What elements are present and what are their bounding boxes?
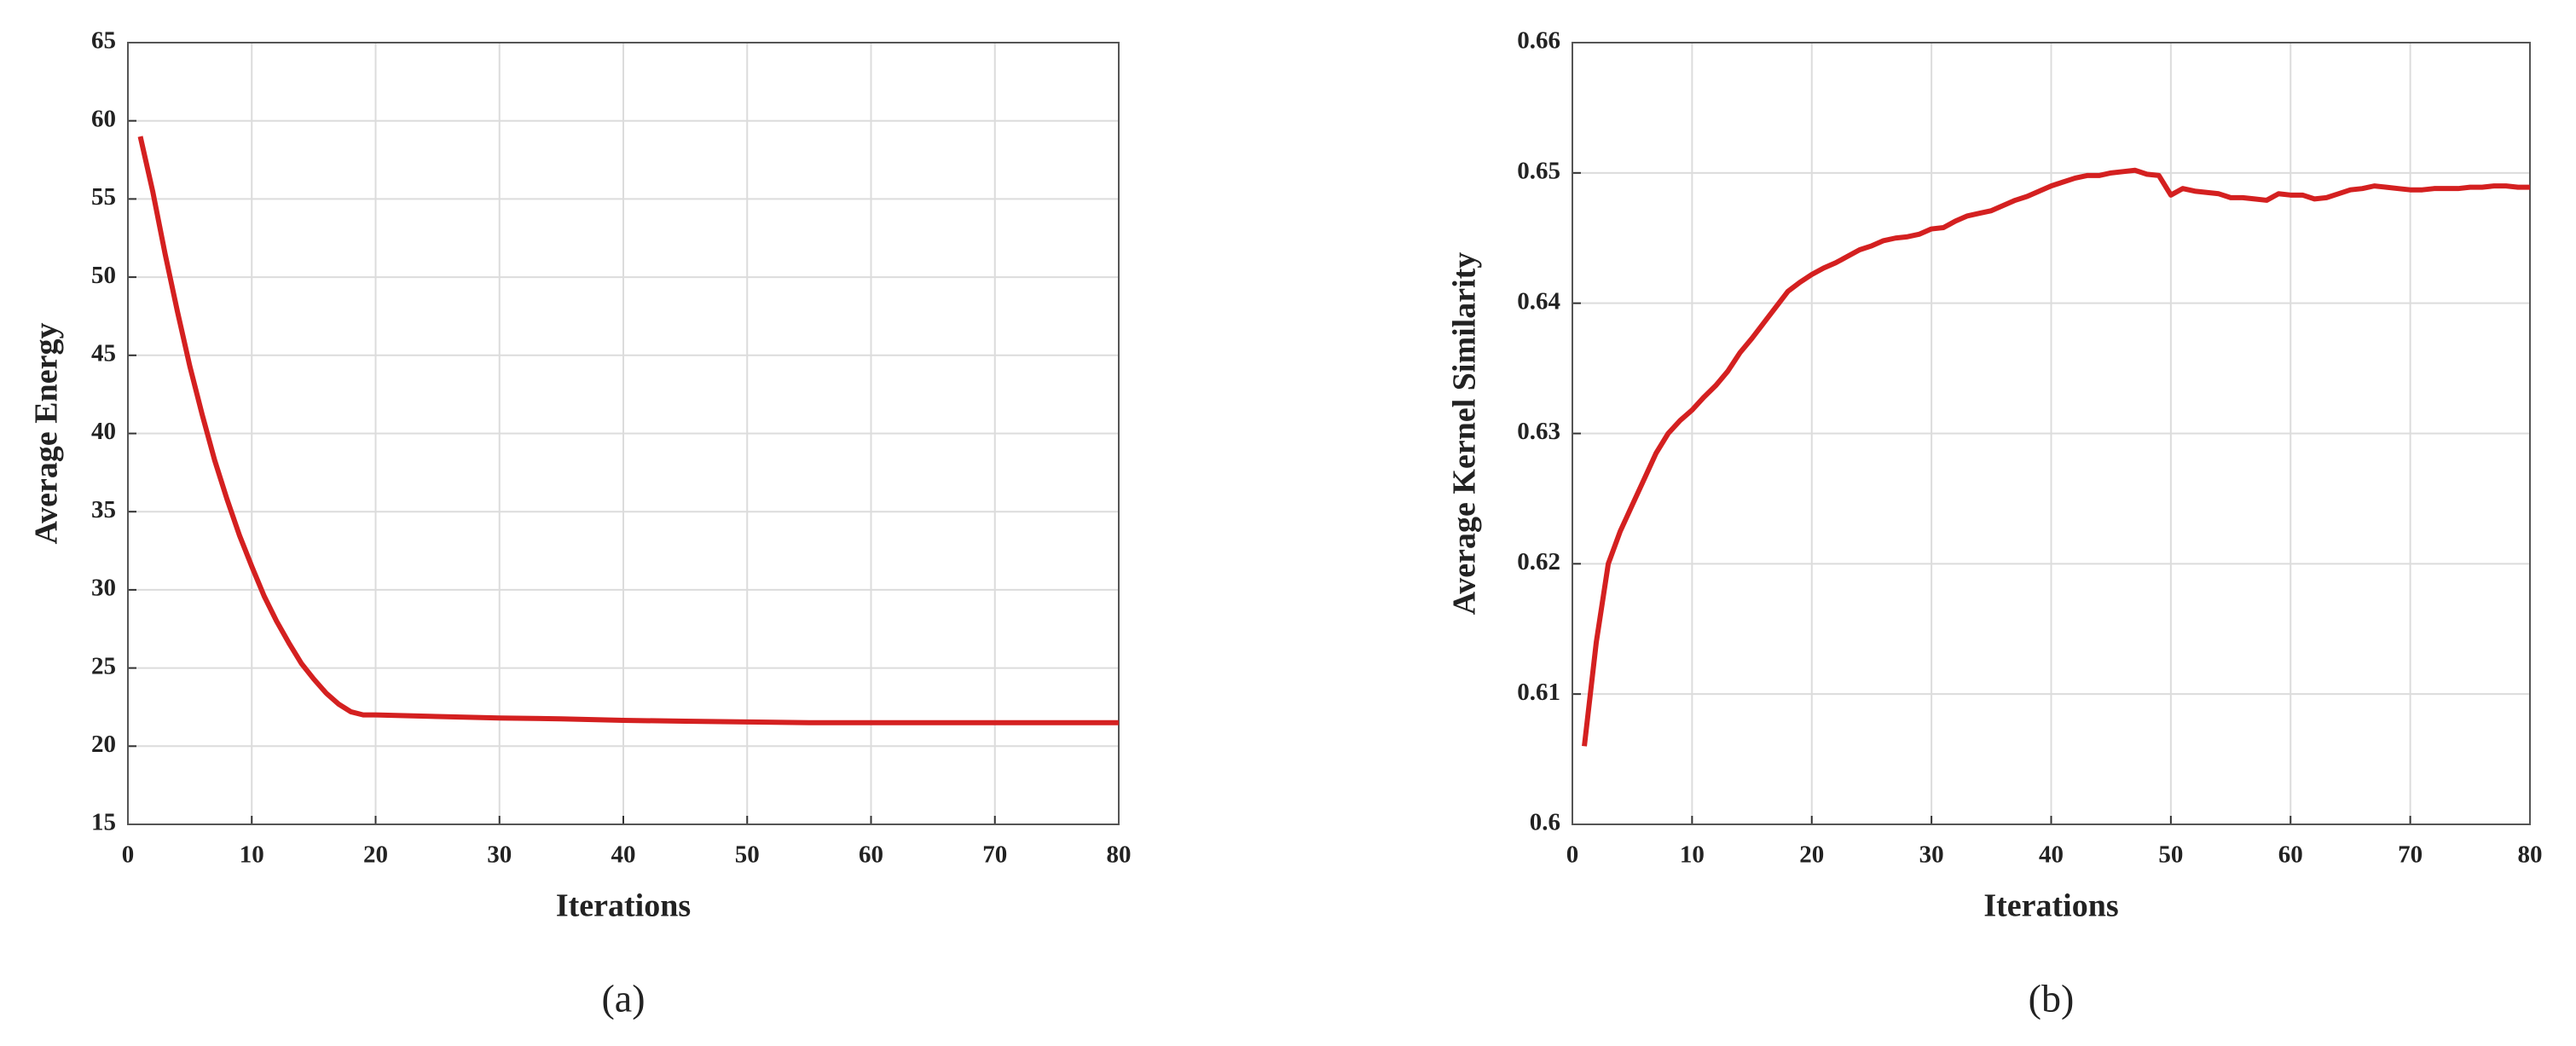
data-line xyxy=(1582,167,2530,747)
y-tick-label: 0.62 xyxy=(1517,548,1560,575)
x-tick-label: 30 xyxy=(1919,841,1944,869)
x-axis-label: Iterations xyxy=(556,888,691,924)
x-tick-label: 40 xyxy=(611,841,636,869)
x-tick-label: 10 xyxy=(240,841,264,869)
y-tick-label: 0.64 xyxy=(1517,287,1560,315)
x-tick-label: 50 xyxy=(2158,841,2183,869)
x-tick-label: 80 xyxy=(2518,841,2543,869)
x-axis-label: Iterations xyxy=(1983,888,2118,924)
x-tick-label: 70 xyxy=(982,841,1007,869)
y-axis-label: Average Kernel Similarity xyxy=(1447,252,1483,615)
subfigure-caption: (b) xyxy=(2029,977,2075,1020)
y-tick-label: 55 xyxy=(91,183,116,211)
y-tick-label: 15 xyxy=(91,809,116,836)
x-tick-label: 60 xyxy=(859,841,883,869)
y-tick-label: 50 xyxy=(91,262,116,289)
plot-frame xyxy=(1572,42,2531,825)
x-tick-label: 20 xyxy=(363,841,388,869)
y-tick-label: 30 xyxy=(91,575,116,602)
x-tick-label: 30 xyxy=(487,841,512,869)
x-tick-label: 70 xyxy=(2398,841,2423,869)
y-tick-label: 0.63 xyxy=(1517,418,1560,445)
x-tick-label: 80 xyxy=(1107,841,1132,869)
y-tick-label: 0.65 xyxy=(1517,157,1560,184)
y-tick-label: 65 xyxy=(91,27,116,55)
y-tick-label: 35 xyxy=(91,496,116,523)
plot-frame xyxy=(127,42,1120,825)
x-tick-label: 60 xyxy=(2278,841,2303,869)
y-axis-label: Average Energy xyxy=(29,323,65,545)
x-tick-label: 50 xyxy=(735,841,760,869)
y-tick-label: 25 xyxy=(91,652,116,679)
y-tick-label: 20 xyxy=(91,731,116,758)
y-tick-label: 0.6 xyxy=(1530,809,1560,836)
y-tick-label: 0.61 xyxy=(1517,679,1560,706)
data-line xyxy=(137,136,1119,725)
subfigure-caption: (a) xyxy=(601,977,645,1020)
y-tick-label: 40 xyxy=(91,418,116,445)
x-tick-label: 20 xyxy=(1799,841,1824,869)
x-tick-label: 40 xyxy=(2039,841,2064,869)
x-tick-label: 0 xyxy=(122,841,135,869)
x-tick-label: 0 xyxy=(1566,841,1579,869)
y-tick-label: 45 xyxy=(91,339,116,367)
y-tick-label: 60 xyxy=(91,105,116,132)
x-tick-label: 10 xyxy=(1680,841,1705,869)
y-tick-label: 0.66 xyxy=(1517,27,1560,55)
